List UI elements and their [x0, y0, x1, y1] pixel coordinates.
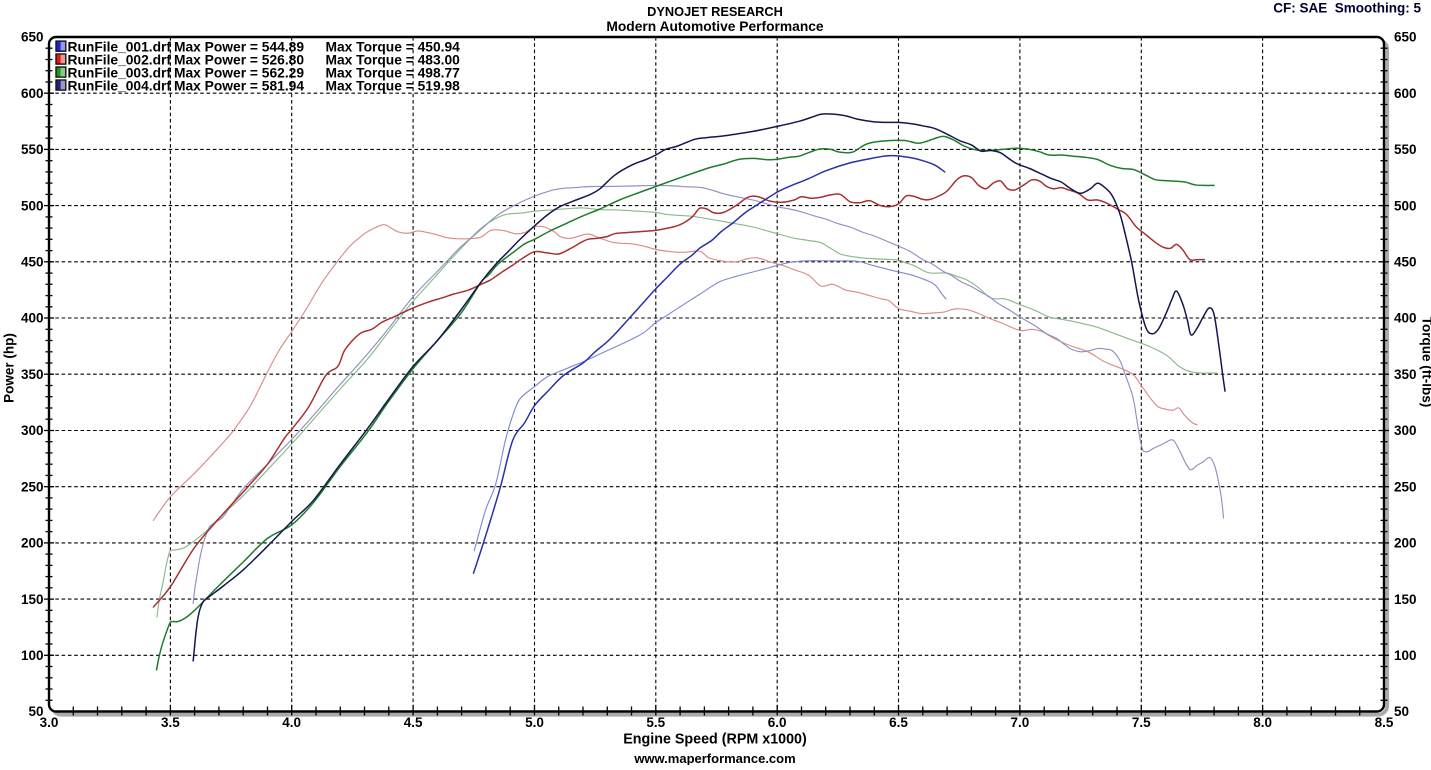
svg-text:3.5: 3.5 [161, 715, 180, 730]
svg-text:100: 100 [1394, 648, 1417, 663]
svg-text:250: 250 [21, 479, 44, 494]
svg-text:Max Power = 581.94: Max Power = 581.94 [174, 78, 304, 93]
svg-text:350: 350 [1394, 367, 1417, 382]
svg-text:7.5: 7.5 [1132, 715, 1151, 730]
svg-text:5.0: 5.0 [525, 715, 544, 730]
svg-text:8.0: 8.0 [1253, 715, 1272, 730]
svg-text:550: 550 [21, 142, 44, 157]
svg-text:7.0: 7.0 [1011, 715, 1030, 730]
svg-text:3.0: 3.0 [40, 715, 59, 730]
svg-text:400: 400 [21, 311, 44, 326]
svg-text:550: 550 [1394, 142, 1417, 157]
svg-text:450: 450 [1394, 255, 1417, 270]
svg-text:Power (hp): Power (hp) [2, 333, 17, 403]
svg-text:300: 300 [21, 423, 44, 438]
svg-text:RunFile_004.drf: RunFile_004.drf [68, 78, 172, 93]
svg-text:600: 600 [1394, 86, 1417, 101]
svg-text:4.0: 4.0 [282, 715, 301, 730]
svg-text:200: 200 [1394, 536, 1417, 551]
svg-text:5.5: 5.5 [646, 715, 665, 730]
svg-text:8.5: 8.5 [1375, 715, 1394, 730]
svg-text:650: 650 [21, 30, 44, 45]
svg-text:www.maperformance.com: www.maperformance.com [633, 751, 795, 765]
svg-text:Torque (ft-lbs): Torque (ft-lbs) [1420, 317, 1431, 407]
svg-text:CF: SAE Smoothing: 5: CF: SAE Smoothing: 5 [1273, 1, 1421, 16]
svg-text:100: 100 [21, 648, 44, 663]
svg-text:650: 650 [1394, 30, 1417, 45]
svg-text:450: 450 [21, 255, 44, 270]
svg-text:6.0: 6.0 [768, 715, 787, 730]
svg-text:Engine Speed (RPM x1000): Engine Speed (RPM x1000) [623, 732, 807, 748]
svg-text:300: 300 [1394, 423, 1417, 438]
svg-text:250: 250 [1394, 479, 1417, 494]
svg-text:400: 400 [1394, 311, 1417, 326]
svg-text:Modern Automotive Performance: Modern Automotive Performance [606, 19, 824, 34]
svg-text:200: 200 [21, 536, 44, 551]
svg-text:Max Torque = 519.98: Max Torque = 519.98 [326, 78, 461, 93]
svg-text:150: 150 [21, 592, 44, 607]
svg-text:150: 150 [1394, 592, 1417, 607]
svg-text:4.5: 4.5 [404, 715, 423, 730]
svg-text:500: 500 [21, 198, 44, 213]
svg-text:600: 600 [21, 86, 44, 101]
svg-text:DYNOJET RESEARCH: DYNOJET RESEARCH [647, 4, 783, 19]
svg-text:6.5: 6.5 [889, 715, 908, 730]
svg-text:500: 500 [1394, 198, 1417, 213]
svg-text:350: 350 [21, 367, 44, 382]
svg-text:50: 50 [1394, 704, 1409, 719]
